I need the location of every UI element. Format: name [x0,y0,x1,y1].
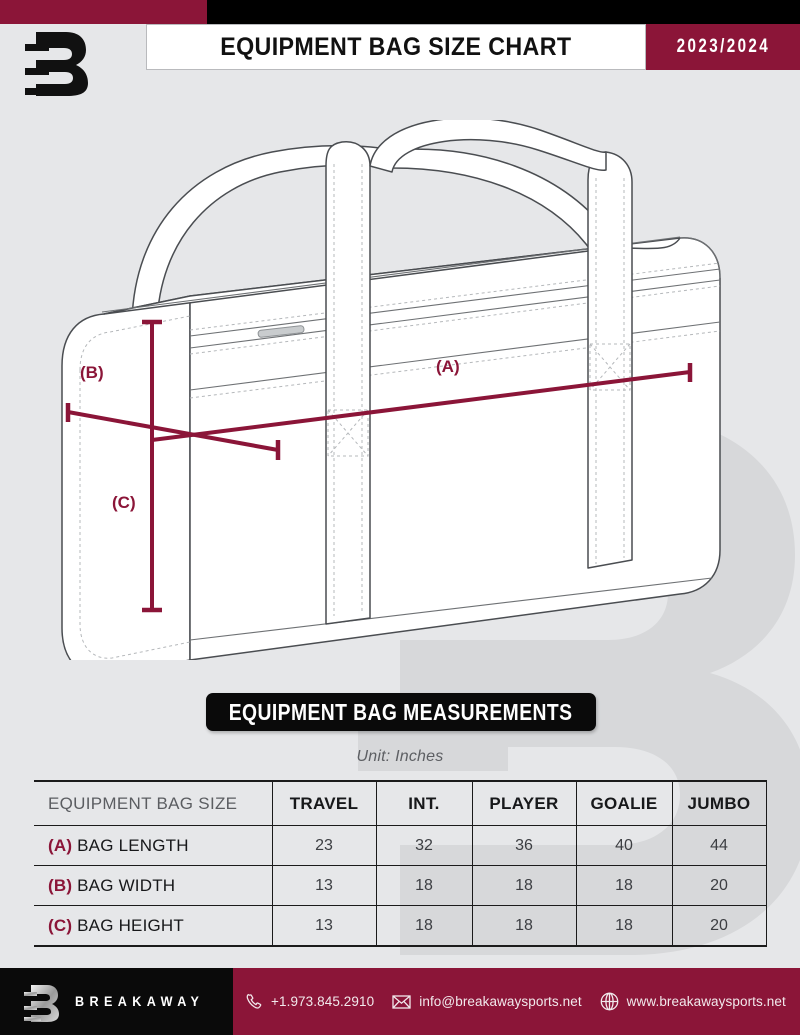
breakaway-b-logo-icon [22,982,62,1023]
size-chart-table: EQUIPMENT BAG SIZE TRAVEL INT. PLAYER GO… [34,780,767,947]
email-icon [391,992,412,1011]
cell-length-int: 32 [375,825,473,866]
table-row: (C) BAG HEIGHT 13 18 18 18 20 [34,905,767,947]
breakaway-b-logo-icon [22,26,92,98]
cell-width-goalie: 18 [575,865,673,906]
footer-phone-text: +1.973.845.2910 [271,994,375,1009]
cell-height-jumbo: 20 [671,905,767,947]
page-title: EQUIPMENT BAG SIZE CHART [146,24,646,70]
row-label-bag-length: (A) BAG LENGTH [34,825,273,866]
column-header-int: INT. [375,780,473,826]
unit-note: Unit: Inches [356,748,444,765]
page-title-text: EQUIPMENT BAG SIZE CHART [220,32,572,61]
column-header-goalie: GOALIE [575,780,673,826]
footer-email[interactable]: info@breakawaysports.net [391,992,582,1011]
row-label-bag-height: (C) BAG HEIGHT [34,905,273,947]
row-label-text: BAG LENGTH [77,835,189,855]
footer-phone[interactable]: +1.973.845.2910 [245,992,374,1011]
equipment-duffel-bag-line-drawing: .ln{fill:#fff;stroke:#4a4d51;stroke-widt… [40,120,740,660]
cell-height-int: 18 [375,905,473,947]
row-marker-c: (C) [48,915,73,935]
cell-height-travel: 13 [271,905,377,947]
dimension-label-a: (A) [436,357,460,376]
footer-email-text: info@breakawaysports.net [419,994,582,1009]
cell-height-player: 18 [471,905,577,947]
dimension-label-b: (B) [80,363,104,382]
row-label-bag-width: (B) BAG WIDTH [34,865,273,906]
column-header-jumbo: JUMBO [671,780,767,826]
row-label-text: BAG HEIGHT [77,915,184,935]
cell-length-player: 36 [471,825,577,866]
globe-icon [599,991,620,1012]
cell-width-jumbo: 20 [671,865,767,906]
column-header-player: PLAYER [471,780,577,826]
row-label-text: BAG WIDTH [77,875,176,895]
table-row: (A) BAG LENGTH 23 32 36 40 44 [34,825,767,866]
table-header-row: EQUIPMENT BAG SIZE TRAVEL INT. PLAYER GO… [34,780,767,826]
cell-width-travel: 13 [271,865,377,906]
footer-website-text: www.breakawaysports.net [626,994,786,1009]
table-row: (B) BAG WIDTH 13 18 18 18 20 [34,865,767,906]
row-marker-b: (B) [48,875,73,895]
cell-length-goalie: 40 [575,825,673,866]
cell-length-jumbo: 44 [671,825,767,866]
footer-contact-panel [233,968,800,1035]
header-bar: EQUIPMENT BAG SIZE CHART 2023/2024 [0,24,800,72]
footer-brand-name: BREAKAWAY [75,993,205,1009]
footer-website[interactable]: www.breakawaysports.net [599,991,786,1012]
row-marker-a: (A) [48,835,73,855]
page-footer: BREAKAWAY +1.973.845.2910 info@breakaway… [0,968,800,1035]
footer-contact-list: +1.973.845.2910 info@breakawaysports.net [245,968,800,1035]
season-year-text: 2023/2024 [676,36,770,57]
top-bar-black-segment [207,0,800,24]
season-year-badge: 2023/2024 [646,24,800,70]
column-header-travel: TRAVEL [271,780,377,826]
measurements-banner: EQUIPMENT BAG MEASUREMENTS [206,693,596,731]
cell-height-goalie: 18 [575,905,673,947]
cell-width-int: 18 [375,865,473,906]
measurements-banner-text: EQUIPMENT BAG MEASUREMENTS [229,698,573,725]
phone-icon [245,992,264,1011]
top-bar-maroon-segment [0,0,207,24]
cell-length-travel: 23 [271,825,377,866]
top-accent-bar [0,0,800,24]
dimension-label-c: (C) [112,493,136,512]
table-corner-header: EQUIPMENT BAG SIZE [34,780,273,826]
cell-width-player: 18 [471,865,577,906]
